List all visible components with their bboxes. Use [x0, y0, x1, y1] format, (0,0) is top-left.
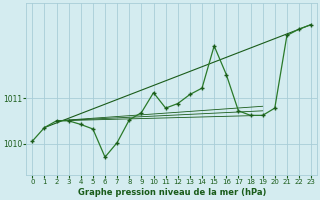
X-axis label: Graphe pression niveau de la mer (hPa): Graphe pression niveau de la mer (hPa)	[77, 188, 266, 197]
